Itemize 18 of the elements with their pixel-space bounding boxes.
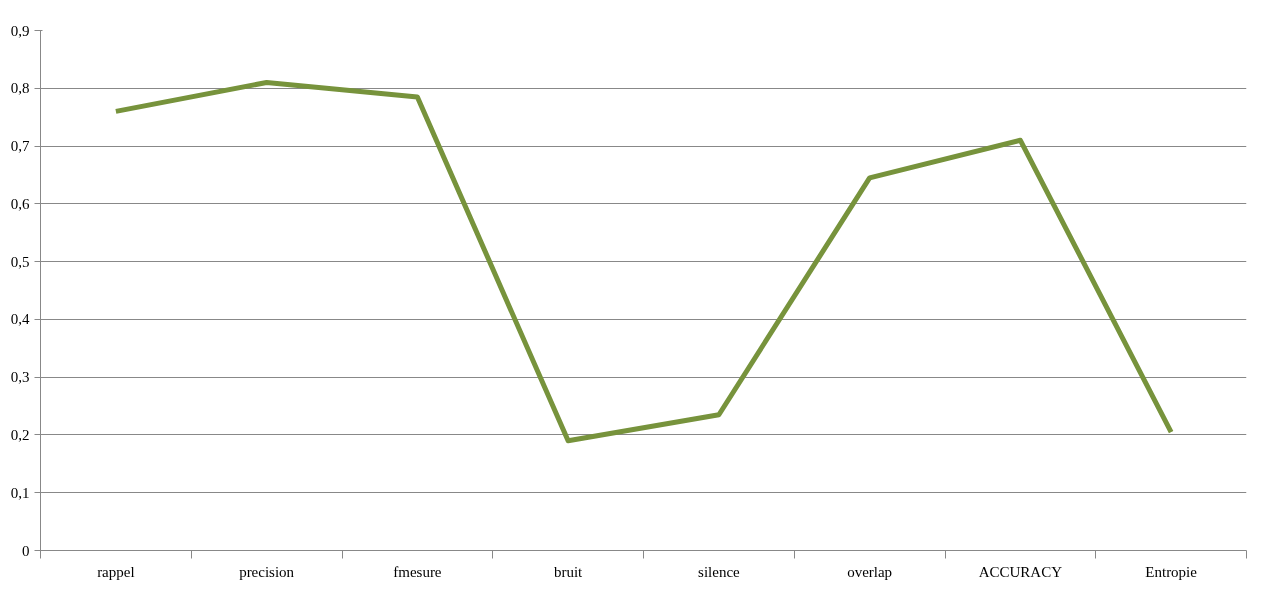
x-tick-label: fmesure: [393, 563, 442, 580]
y-tick-label: 0,7: [10, 138, 30, 155]
x-tick-label: ACCURACY: [978, 563, 1063, 580]
y-tick-label: 0,3: [10, 369, 30, 386]
x-tick-label: silence: [698, 563, 741, 580]
x-tick-label: Entropie: [1145, 563, 1198, 580]
y-tick-label: 0,5: [10, 253, 30, 270]
y-tick-label: 0,1: [10, 484, 30, 501]
y-tick-label: 0,2: [10, 426, 30, 443]
x-tick-label: overlap: [847, 563, 893, 580]
y-tick-label: 0,9: [10, 22, 30, 39]
y-tick-label: 0,6: [10, 195, 30, 212]
x-tick-label: precision: [239, 563, 295, 580]
y-tick-label: 0: [22, 542, 30, 559]
x-tick-label: bruit: [553, 563, 584, 580]
y-tick-label: 0,8: [10, 80, 30, 97]
x-tick-label: rappel: [97, 563, 135, 580]
y-tick-label: 0,4: [10, 311, 30, 328]
